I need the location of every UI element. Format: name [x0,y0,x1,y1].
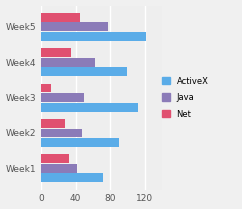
Bar [41,138,119,147]
Bar [41,58,95,67]
Bar [41,173,103,182]
Bar [41,119,65,128]
Bar [41,93,84,102]
Bar [41,48,71,57]
Bar [41,67,127,76]
Bar [41,32,146,41]
Bar [41,13,80,22]
Bar [41,164,77,173]
Bar [41,154,69,163]
Legend: ActiveX, Java, Net: ActiveX, Java, Net [161,76,208,119]
Bar [41,84,51,92]
Bar [41,129,83,137]
Bar [41,22,108,31]
Bar [41,103,138,112]
